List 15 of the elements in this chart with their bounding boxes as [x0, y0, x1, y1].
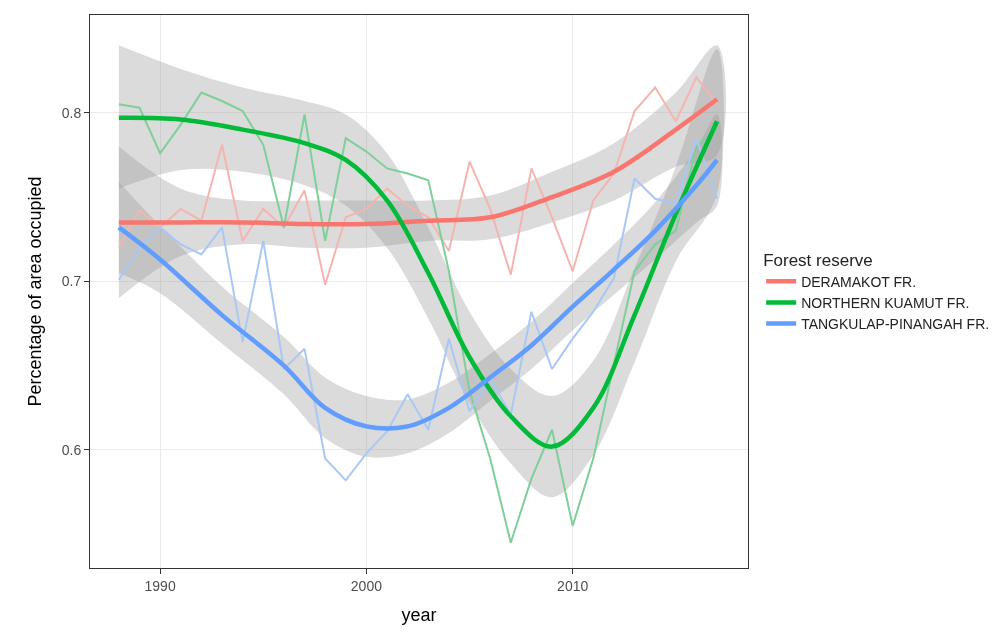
- y-tick-label: 0.6: [61, 441, 82, 458]
- y-tick-label: 0.8: [61, 104, 82, 121]
- line-series: [117, 91, 719, 544]
- x-axis-title: year: [401, 604, 437, 625]
- legend-label: NORTHERN KUAMUT FR.: [801, 294, 970, 311]
- x-tick-label: 2000: [350, 577, 383, 594]
- x-tick-label: 1990: [144, 577, 176, 594]
- line-series: [117, 76, 719, 286]
- legend-label: DERAMAKOT FR.: [801, 273, 917, 290]
- y-tick-label: 0.7: [61, 273, 82, 290]
- y-axis-title: Percentage of area occupied: [24, 176, 45, 407]
- legend-label: TANGKULAP-PINANGAH FR.: [801, 316, 990, 333]
- legend-title: Forest reserve: [763, 250, 873, 270]
- x-tick-label: 2010: [557, 577, 589, 594]
- line-series: [116, 97, 720, 227]
